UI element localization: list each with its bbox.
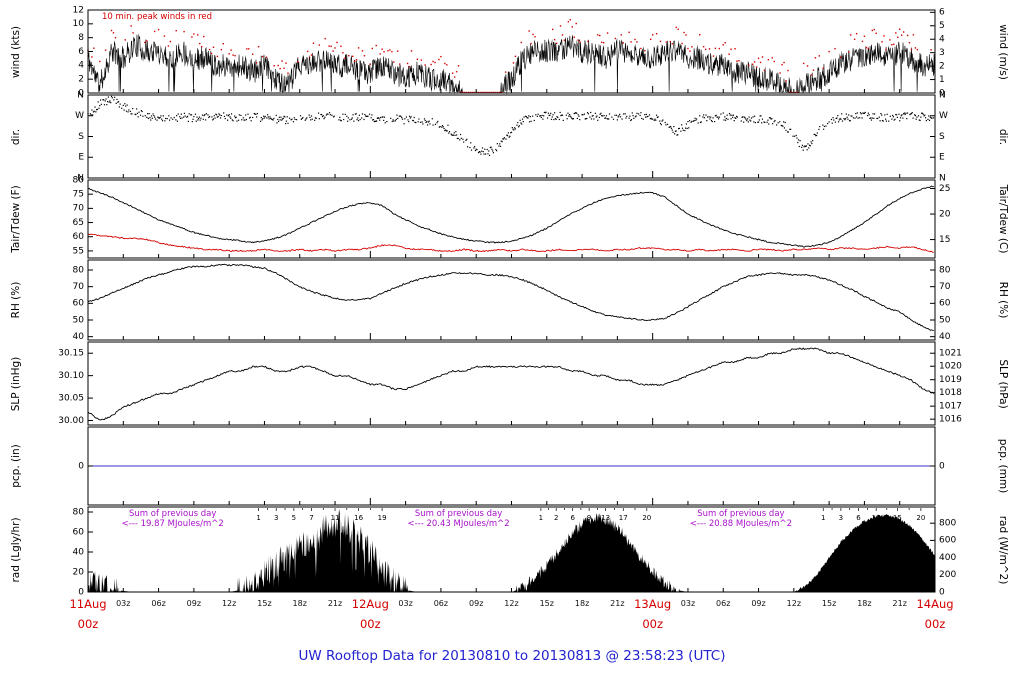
weather-chart-canvas	[0, 0, 1024, 700]
weather-dashboard: 10 min. peak winds in red UW Rooftop Dat…	[0, 0, 1024, 700]
